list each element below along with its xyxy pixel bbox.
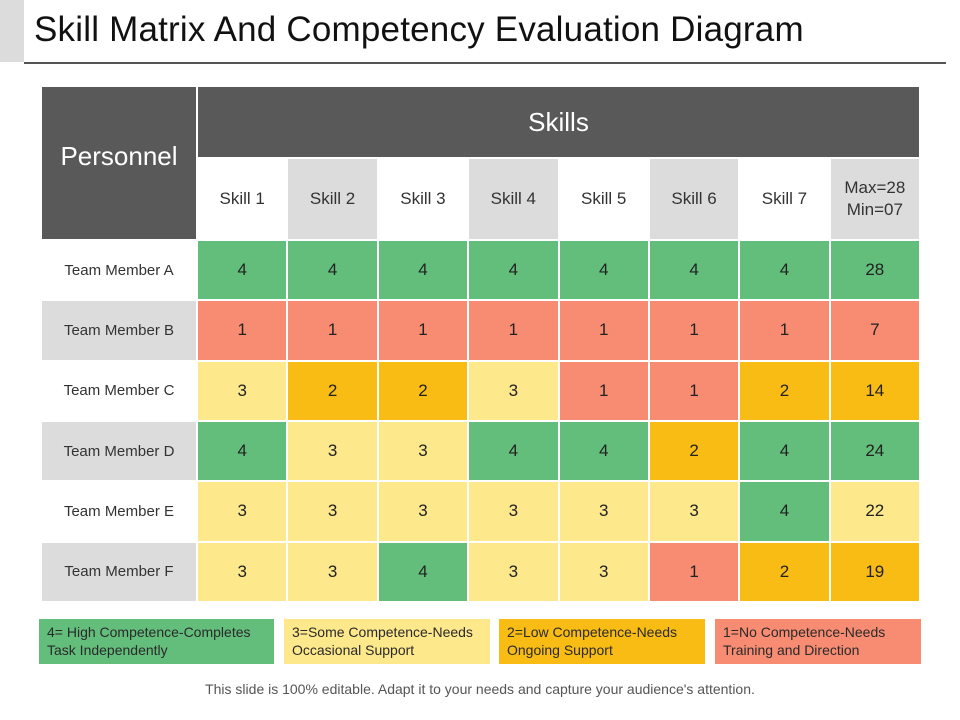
score-cell: 3 xyxy=(288,421,377,481)
score-cell: 1 xyxy=(198,301,287,360)
footer-note: This slide is 100% editable. Adapt it to… xyxy=(205,681,755,697)
score-cell: 3 xyxy=(198,482,287,541)
skill-column-header: Skill 4 xyxy=(469,159,558,239)
total-min-label: Min=07 xyxy=(846,200,903,219)
member-name: Team Member E xyxy=(42,482,196,541)
total-max-label: Max=28 xyxy=(844,178,906,197)
member-name: Team Member C xyxy=(42,361,196,420)
score-cell: 3 xyxy=(469,482,558,541)
title-divider xyxy=(24,62,946,64)
score-cell: 4 xyxy=(740,421,829,481)
score-cell: 3 xyxy=(378,482,468,541)
score-cell: 3 xyxy=(649,482,739,541)
personnel-header: Personnel xyxy=(42,87,196,239)
skill-matrix-table: Personnel Skills Skill 1 Skill 2 Skill 3… xyxy=(42,87,919,601)
score-cell: 1 xyxy=(469,301,558,360)
score-cell: 4 xyxy=(469,421,558,481)
score-cell: 3 xyxy=(198,542,287,601)
total-cell: 14 xyxy=(830,361,919,420)
score-cell: 1 xyxy=(559,361,648,420)
score-cell: 1 xyxy=(649,301,739,360)
score-cell: 4 xyxy=(559,421,648,481)
total-cell: 24 xyxy=(830,421,919,481)
score-cell: 4 xyxy=(198,241,287,300)
score-cell: 4 xyxy=(559,241,648,300)
score-cell: 4 xyxy=(649,241,739,300)
skills-header: Skills xyxy=(198,87,919,157)
score-cell: 3 xyxy=(469,361,558,420)
score-cell: 3 xyxy=(288,482,377,541)
title-accent-tab xyxy=(0,0,24,62)
score-cell: 2 xyxy=(740,361,829,420)
member-name: Team Member D xyxy=(42,421,196,481)
score-cell: 4 xyxy=(198,421,287,481)
score-cell: 3 xyxy=(198,361,287,420)
score-cell: 1 xyxy=(559,301,648,360)
total-cell: 7 xyxy=(830,301,919,360)
score-cell: 1 xyxy=(649,361,739,420)
score-cell: 2 xyxy=(378,361,468,420)
score-cell: 3 xyxy=(288,542,377,601)
page-title: Skill Matrix And Competency Evaluation D… xyxy=(34,10,804,49)
skill-column-header: Skill 3 xyxy=(378,159,468,239)
skill-column-header: Skill 7 xyxy=(740,159,829,239)
legend-high-competence: 4= High Competence-Completes Task Indepe… xyxy=(39,619,274,664)
score-cell: 3 xyxy=(378,421,468,481)
score-cell: 1 xyxy=(740,301,829,360)
member-name: Team Member F xyxy=(42,542,196,601)
score-cell: 4 xyxy=(378,542,468,601)
legend-some-competence: 3=Some Competence-Needs Occasional Suppo… xyxy=(284,619,490,664)
score-cell: 2 xyxy=(649,421,739,481)
score-cell: 4 xyxy=(378,241,468,300)
score-cell: 1 xyxy=(378,301,468,360)
skill-column-header: Skill 2 xyxy=(288,159,377,239)
score-cell: 4 xyxy=(740,241,829,300)
score-cell: 3 xyxy=(559,542,648,601)
skill-column-header: Skill 1 xyxy=(198,159,287,239)
score-cell: 1 xyxy=(649,542,739,601)
score-cell: 4 xyxy=(288,241,377,300)
score-cell: 4 xyxy=(469,241,558,300)
legend-low-competence: 2=Low Competence-Needs Ongoing Support xyxy=(499,619,705,664)
score-cell: 3 xyxy=(559,482,648,541)
total-column-header: Max=28 Min=07 xyxy=(830,159,919,239)
skill-column-header: Skill 6 xyxy=(649,159,739,239)
score-cell: 1 xyxy=(288,301,377,360)
legend-no-competence: 1=No Competence-Needs Training and Direc… xyxy=(715,619,921,664)
member-name: Team Member A xyxy=(42,241,196,300)
total-cell: 28 xyxy=(830,241,919,300)
score-cell: 2 xyxy=(740,542,829,601)
score-cell: 4 xyxy=(740,482,829,541)
skill-column-header: Skill 5 xyxy=(559,159,648,239)
total-cell: 19 xyxy=(830,542,919,601)
total-cell: 22 xyxy=(830,482,919,541)
member-name: Team Member B xyxy=(42,301,196,360)
score-cell: 3 xyxy=(469,542,558,601)
score-cell: 2 xyxy=(288,361,377,420)
